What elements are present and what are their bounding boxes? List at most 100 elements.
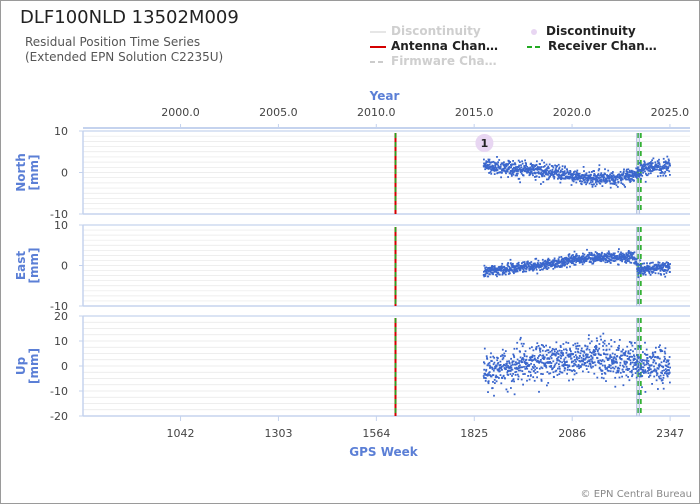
data-point	[649, 364, 651, 367]
data-point	[599, 254, 601, 257]
data-point	[560, 350, 563, 352]
data-point	[651, 370, 654, 373]
data-point	[602, 348, 605, 351]
data-point	[586, 353, 589, 356]
data-point	[523, 361, 526, 363]
data-point	[483, 264, 486, 267]
data-point	[549, 346, 551, 349]
data-point	[607, 260, 610, 262]
data-point	[545, 163, 548, 166]
data-point	[624, 172, 627, 175]
data-point	[589, 363, 592, 366]
data-point	[506, 390, 509, 393]
data-point	[628, 357, 630, 360]
legend-item-receiver-change[interactable]: Receiver Chan…	[527, 39, 657, 53]
data-point	[556, 173, 559, 176]
data-point	[608, 177, 611, 180]
data-point	[511, 269, 514, 272]
data-point	[664, 372, 666, 374]
data-point	[531, 165, 534, 168]
data-point	[623, 168, 625, 171]
data-point	[622, 172, 625, 174]
data-point	[498, 267, 501, 269]
data-point	[559, 261, 562, 264]
data-point	[618, 347, 620, 350]
data-point	[581, 350, 584, 353]
data-point	[588, 359, 591, 362]
data-point	[521, 366, 523, 369]
data-point	[512, 360, 515, 363]
data-point	[575, 171, 578, 173]
data-point	[565, 349, 568, 352]
data-point	[606, 367, 608, 370]
data-point	[573, 173, 576, 176]
data-point	[639, 372, 642, 375]
data-point	[538, 360, 541, 363]
data-point	[588, 177, 591, 180]
data-point	[515, 361, 517, 364]
data-point	[539, 354, 541, 356]
data-point	[549, 261, 552, 264]
data-point	[669, 271, 671, 273]
data-point	[632, 252, 634, 254]
data-point	[637, 357, 640, 360]
data-point	[492, 269, 494, 272]
data-point	[600, 260, 603, 263]
data-point	[646, 357, 649, 360]
data-point	[609, 255, 611, 258]
legend-item-discontinuity-dot[interactable]: Discontinuity	[527, 24, 636, 38]
data-point	[606, 261, 609, 263]
data-point	[591, 357, 594, 360]
data-point	[627, 369, 629, 371]
data-point	[512, 373, 514, 375]
data-point	[492, 355, 495, 358]
data-point	[510, 366, 513, 369]
data-point	[631, 253, 633, 256]
data-point	[494, 166, 497, 169]
data-point	[571, 370, 574, 372]
data-point	[662, 157, 665, 160]
data-point	[537, 357, 539, 359]
data-point	[561, 371, 564, 374]
data-point	[519, 350, 521, 353]
data-point	[626, 171, 629, 173]
data-point	[659, 348, 662, 351]
data-point	[555, 352, 558, 354]
y-tick-label: 20	[54, 310, 68, 323]
data-point	[490, 271, 493, 274]
data-point	[533, 166, 535, 169]
data-point	[517, 375, 520, 378]
data-point	[612, 359, 615, 362]
data-point	[643, 160, 646, 163]
data-point	[491, 271, 494, 274]
data-point	[525, 164, 528, 167]
data-point	[604, 182, 607, 184]
data-point	[521, 358, 523, 361]
data-point	[573, 259, 576, 262]
data-point	[668, 362, 671, 365]
data-point	[549, 361, 551, 363]
data-point	[545, 354, 548, 356]
legend-item-firmware-change[interactable]: Firmware Cha…	[370, 54, 497, 68]
data-point	[486, 364, 489, 367]
data-point	[571, 360, 573, 363]
data-point	[543, 356, 546, 359]
data-point	[545, 170, 547, 173]
data-point	[487, 166, 490, 169]
y-axis-label: East	[14, 251, 28, 280]
data-point	[602, 332, 605, 335]
data-point	[649, 368, 652, 371]
legend-item-discontinuity-line[interactable]: Discontinuity	[370, 24, 481, 38]
data-point	[498, 171, 500, 174]
data-point	[638, 345, 641, 348]
data-point	[567, 255, 570, 257]
data-point	[573, 373, 576, 376]
y-axis-label: [mm]	[27, 248, 41, 284]
week-tick-label: 1042	[167, 427, 195, 440]
data-point	[552, 263, 555, 265]
legend-item-antenna-change[interactable]: Antenna Chan…	[370, 39, 498, 53]
data-point	[496, 275, 498, 278]
data-point	[623, 253, 626, 256]
data-point	[530, 170, 533, 173]
data-point	[565, 348, 567, 351]
